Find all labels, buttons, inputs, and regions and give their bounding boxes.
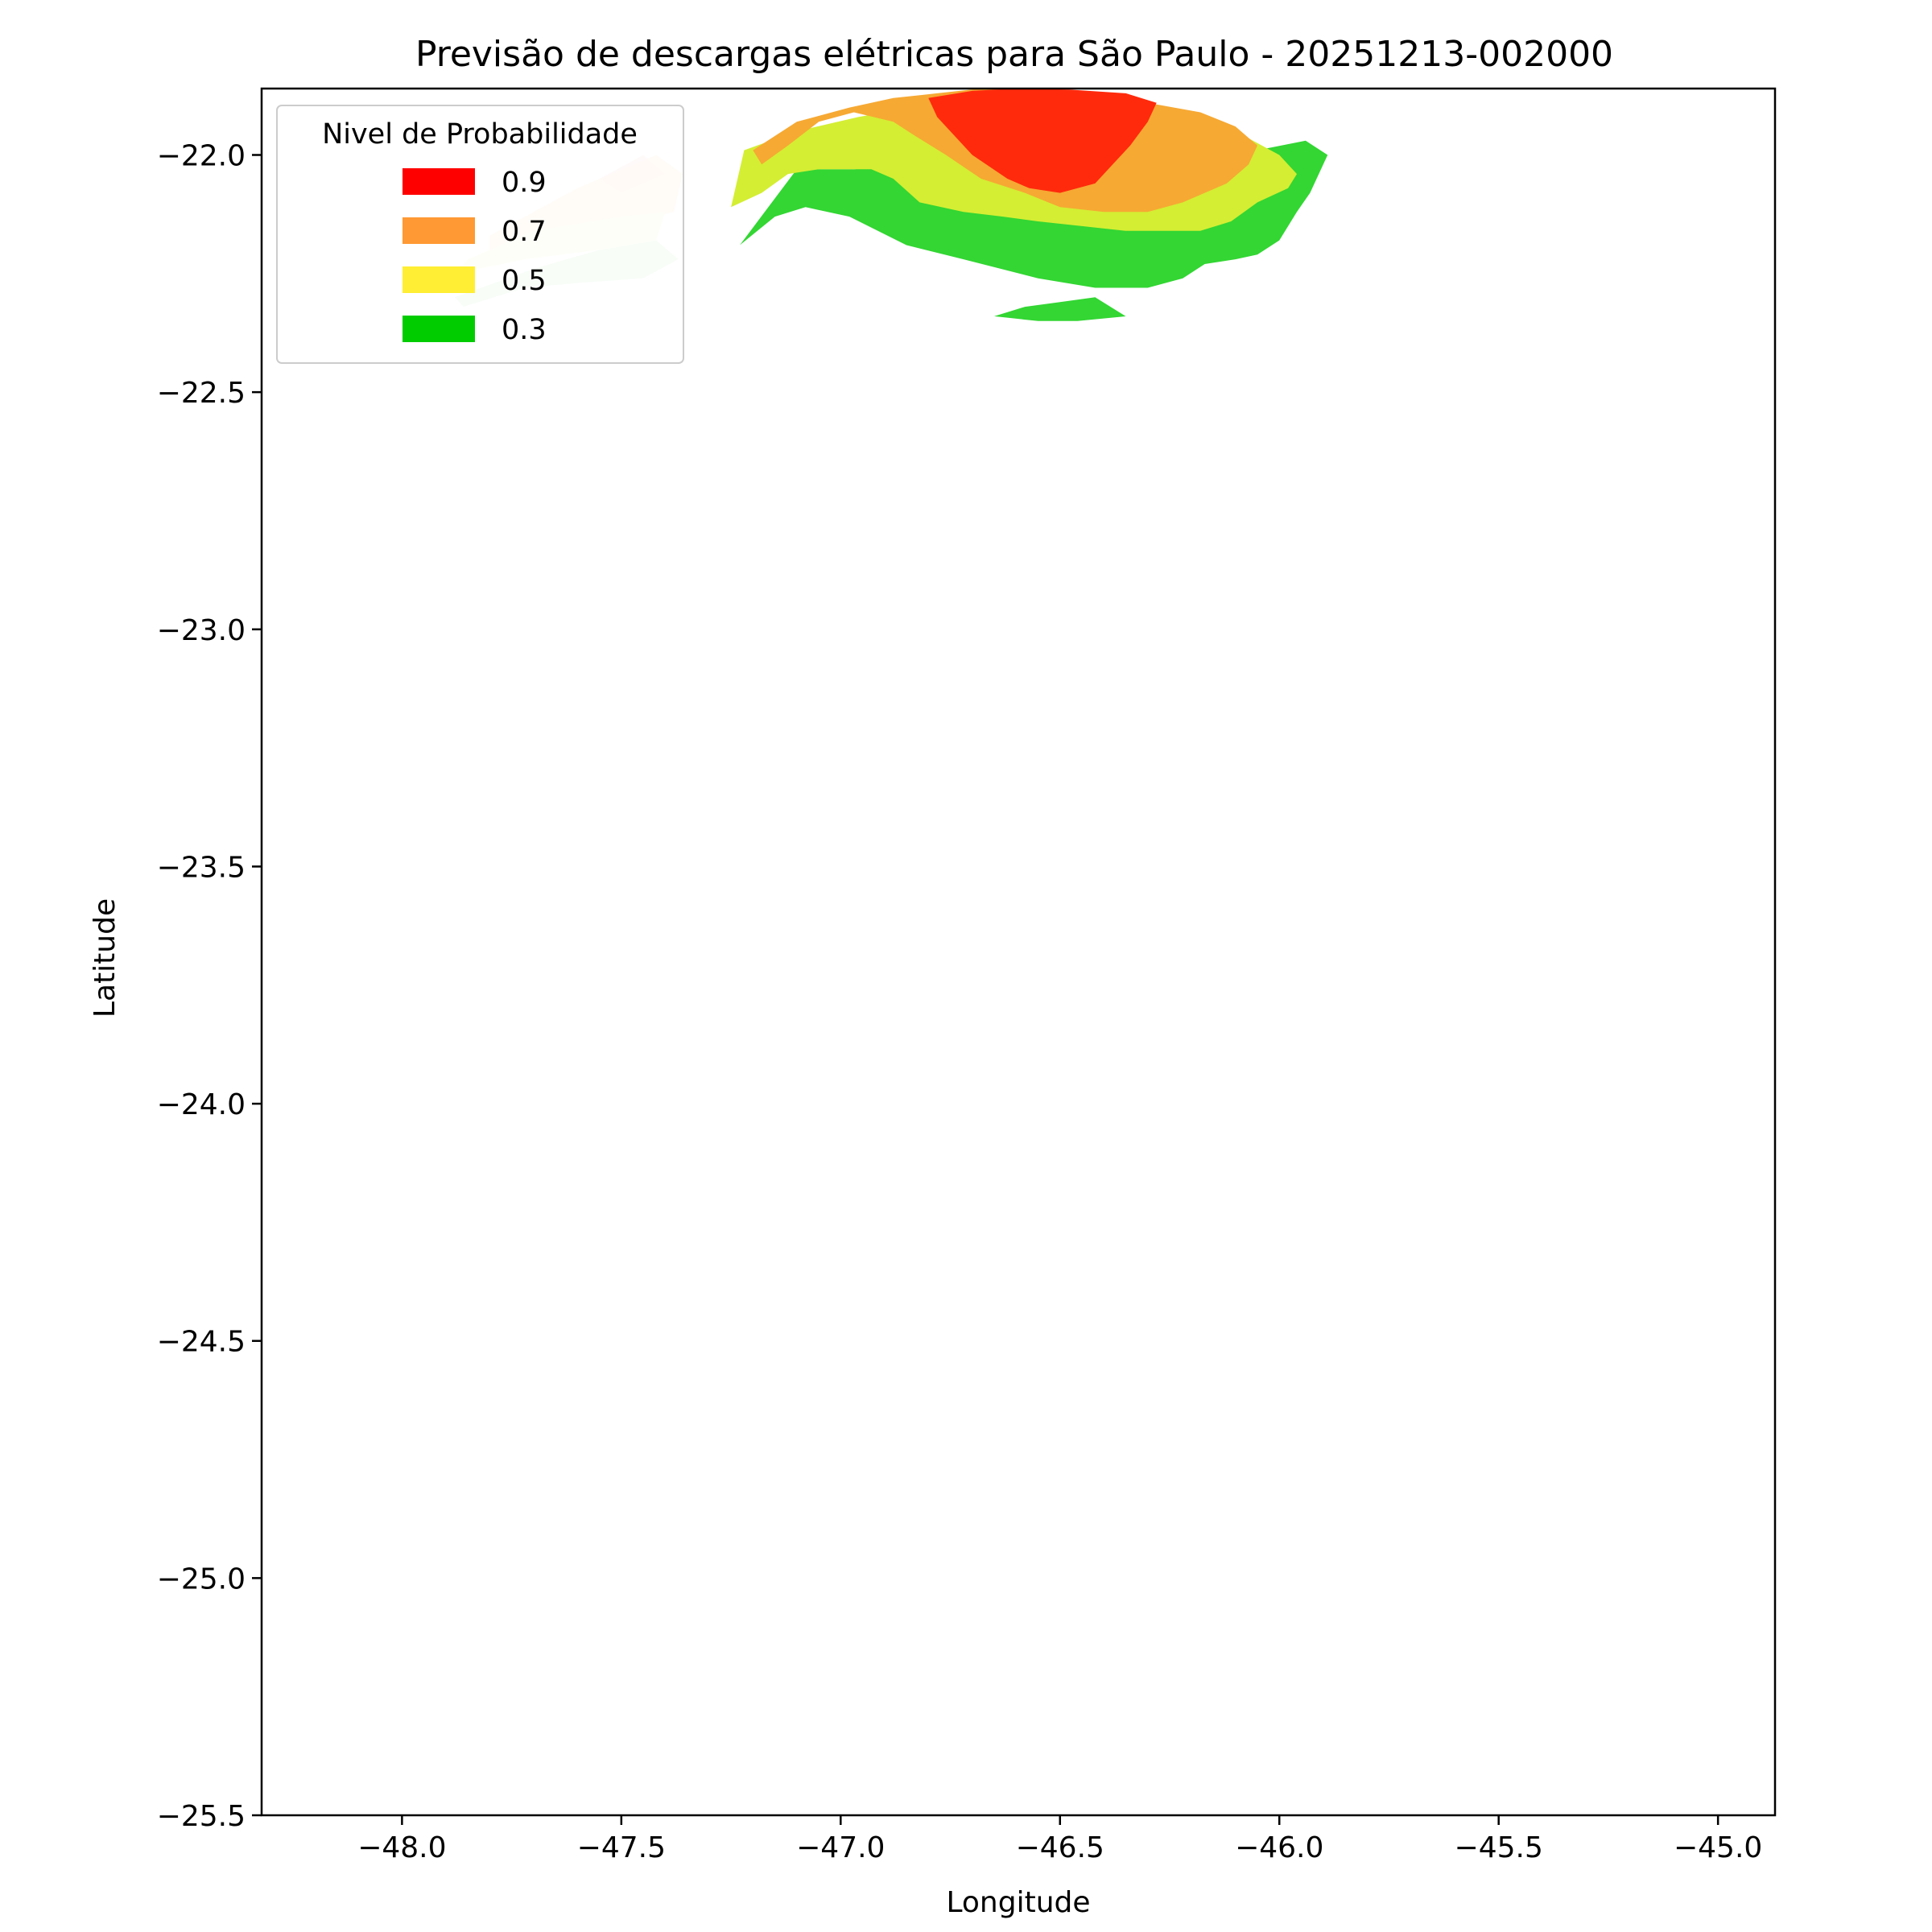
x-tick-label: −46.0 — [1235, 1831, 1323, 1864]
y-tick-label: −23.5 — [157, 851, 246, 884]
plot-frame — [260, 87, 1777, 1817]
legend-entries: 0.9 0.7 0.5 0.3 — [402, 167, 547, 346]
legend-label-09: 0.9 — [502, 167, 547, 199]
legend-label-07: 0.7 — [502, 216, 547, 248]
contour-region-03-1 — [994, 297, 1126, 321]
y-tick-label: −24.5 — [157, 1326, 246, 1359]
legend-title: Nivel de Probabilidade — [322, 118, 638, 151]
x-tick-label: −45.0 — [1674, 1831, 1762, 1864]
y-tick-label: −25.5 — [157, 1800, 246, 1833]
contour-region-09-4 — [928, 89, 1157, 193]
x-tick-label: −46.5 — [1016, 1831, 1104, 1864]
plot-background — [262, 89, 1775, 1815]
x-axis-label: Longitude — [946, 1886, 1090, 1919]
chart-title: Previsão de descargas elétricas para São… — [415, 34, 1613, 75]
x-tick-label: −48.0 — [357, 1831, 446, 1864]
y-axis: −22.0 −22.5 −23.0 −23.5 −24.0 −24.5 −25.0 −25.5 — [157, 140, 262, 1833]
y-tick-label: −25.0 — [157, 1563, 246, 1596]
y-tick-label: −22.0 — [157, 140, 246, 173]
x-tick-label: −45.5 — [1455, 1831, 1543, 1864]
legend-swatch-05 — [402, 266, 475, 293]
legend-box — [276, 105, 684, 364]
legend: Nivel de Probabilidade 0.9 0.7 0.5 0.3 — [276, 105, 684, 364]
legend-label-03: 0.3 — [502, 314, 547, 346]
y-axis-label: Latitude — [89, 898, 122, 1018]
y-tick-label: −23.0 — [157, 614, 246, 647]
x-tick-label: −47.5 — [577, 1831, 666, 1864]
y-tick-label: −22.5 — [157, 377, 246, 410]
legend-label-05: 0.5 — [502, 265, 547, 297]
legend-swatch-03 — [402, 316, 475, 342]
legend-swatch-09 — [402, 168, 475, 195]
x-axis: −48.0 −47.5 −47.0 −46.5 −46.0 −45.5 −45.0 — [357, 1815, 1762, 1864]
x-tick-label: −47.0 — [796, 1831, 885, 1864]
y-tick-label: −24.0 — [157, 1088, 246, 1121]
legend-swatch-07 — [402, 217, 475, 244]
